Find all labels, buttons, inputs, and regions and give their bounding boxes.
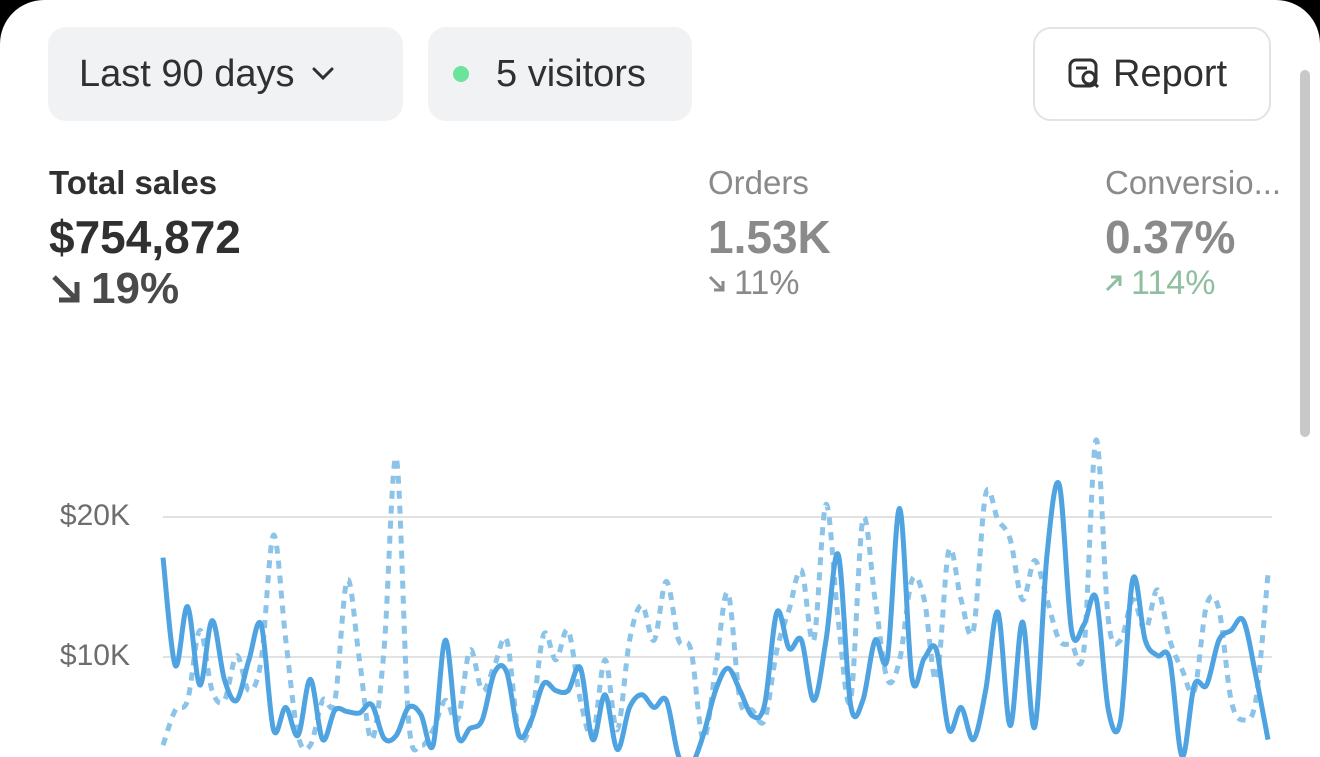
metric-value: 0.37%: [1105, 211, 1236, 263]
metric-change: 114%: [1105, 264, 1305, 303]
metric[interactable]: Conversio... 0.37% 114%: [1105, 164, 1305, 303]
series-line: [160, 480, 1271, 757]
metric[interactable]: Orders 1.53K 11%: [708, 164, 831, 303]
metric-change: 11%: [708, 264, 831, 303]
date-range-label: Last 90 days: [79, 52, 295, 95]
down-arrow-icon: [708, 275, 725, 291]
metric[interactable]: Total sales $754,872 19%: [49, 164, 241, 314]
date-range-button[interactable]: Last 90 days: [48, 27, 403, 121]
y-tick-label: $20K: [60, 499, 130, 532]
metric-change: 19%: [49, 264, 241, 314]
up-arrow-icon: [1105, 275, 1122, 291]
visitors-label: 5 visitors: [496, 52, 646, 95]
visitors-button[interactable]: 5 visitors: [428, 27, 692, 121]
report-label: Report: [1113, 52, 1228, 95]
scrollbar: [1300, 70, 1310, 437]
metric-change-value: 114%: [1131, 264, 1216, 302]
down-arrow-icon: [52, 275, 80, 303]
metric-change-value: 11%: [734, 264, 800, 302]
metric-change-value: 19%: [91, 264, 180, 313]
metric-value: $754,872: [49, 211, 241, 263]
chevron-icon: [312, 67, 334, 81]
live-dot: [453, 66, 469, 82]
metric-value: 1.53K: [708, 211, 831, 263]
report-button[interactable]: Report: [1033, 27, 1271, 121]
series-line: [160, 437, 1271, 753]
report-icon: [1068, 58, 1100, 89]
y-tick-label: $10K: [60, 639, 130, 672]
